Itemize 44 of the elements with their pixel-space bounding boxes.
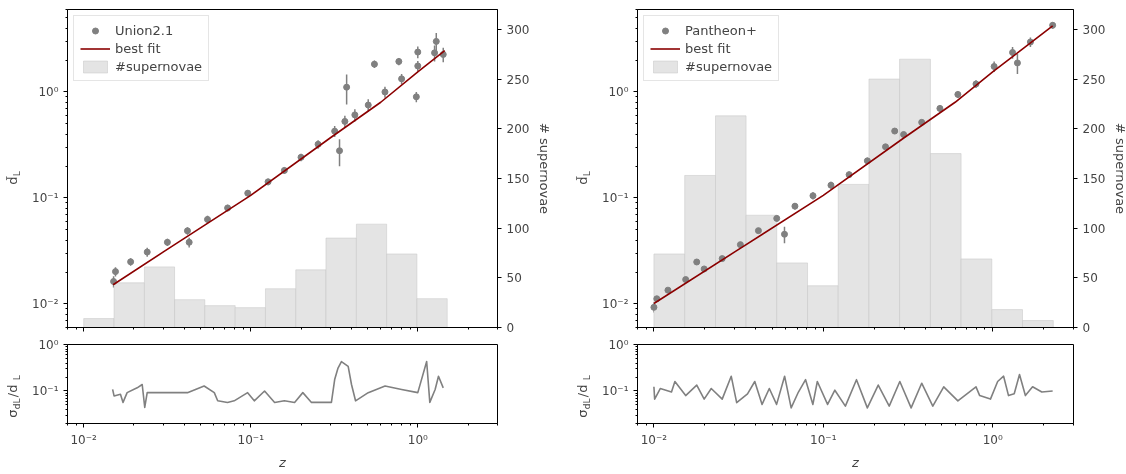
legend-label: #supernovae: [685, 58, 773, 74]
y-tick-label: 10⁻¹: [32, 190, 59, 205]
y-tick-label: 10⁻¹: [602, 384, 629, 398]
x-tick-label: 10⁻¹: [237, 432, 265, 447]
y2-tick-label: 250: [506, 72, 530, 87]
y2-tick-label: 0: [1082, 321, 1091, 335]
y2-tick-label: 300: [506, 22, 530, 37]
y-tick-label: 10⁰: [608, 337, 629, 352]
y-axis-title: σdL/dL: [575, 375, 592, 418]
y-tick-label: 10⁻¹: [32, 384, 59, 398]
legend-label: Union2.1: [115, 22, 174, 38]
y-axis-title: d̃L: [5, 171, 22, 185]
y-tick-label: 10⁻¹: [602, 190, 629, 205]
y2-tick-label: 250: [1082, 72, 1106, 87]
legend-label: #supernovae: [115, 58, 203, 74]
x-tick-label: 10⁻²: [640, 432, 668, 447]
legend-label: Pantheon+: [685, 22, 757, 38]
y-tick-label: 10⁰: [38, 337, 59, 352]
y-tick-label: 10⁻²: [602, 296, 629, 311]
x-axis-title: z: [851, 454, 861, 470]
x-tick-label: 10⁻²: [70, 432, 98, 447]
y2-tick-label: 0: [506, 321, 515, 335]
y-tick-label: 10⁰: [608, 84, 629, 99]
y-axis-title: d̃L: [575, 171, 592, 185]
y2-tick-label: 300: [1082, 22, 1106, 37]
y2-tick-label: 150: [1082, 171, 1106, 186]
x-axis-title: z: [278, 454, 288, 470]
y-tick-label: 10⁰: [38, 84, 59, 99]
legend-label: best fit: [115, 40, 161, 56]
y2-tick-label: 150: [506, 171, 530, 186]
y2-axis-title: # supernovae: [537, 122, 553, 215]
y-axis-title: σdL/dL: [5, 375, 22, 418]
y2-tick-label: 50: [1082, 271, 1098, 286]
y2-tick-label: 100: [1082, 221, 1106, 236]
y2-tick-label: 200: [1082, 122, 1106, 137]
y2-tick-label: 100: [506, 221, 530, 236]
y2-axis-title: # supernovae: [1113, 122, 1126, 215]
x-tick-label: 10⁰: [407, 432, 429, 447]
y-tick-label: 10⁻²: [32, 296, 59, 311]
y2-tick-label: 200: [506, 122, 530, 137]
x-tick-label: 10⁻¹: [810, 432, 837, 447]
legend-label: best fit: [685, 40, 731, 56]
x-tick-label: 10⁰: [982, 432, 1003, 447]
y2-tick-label: 50: [506, 271, 522, 286]
